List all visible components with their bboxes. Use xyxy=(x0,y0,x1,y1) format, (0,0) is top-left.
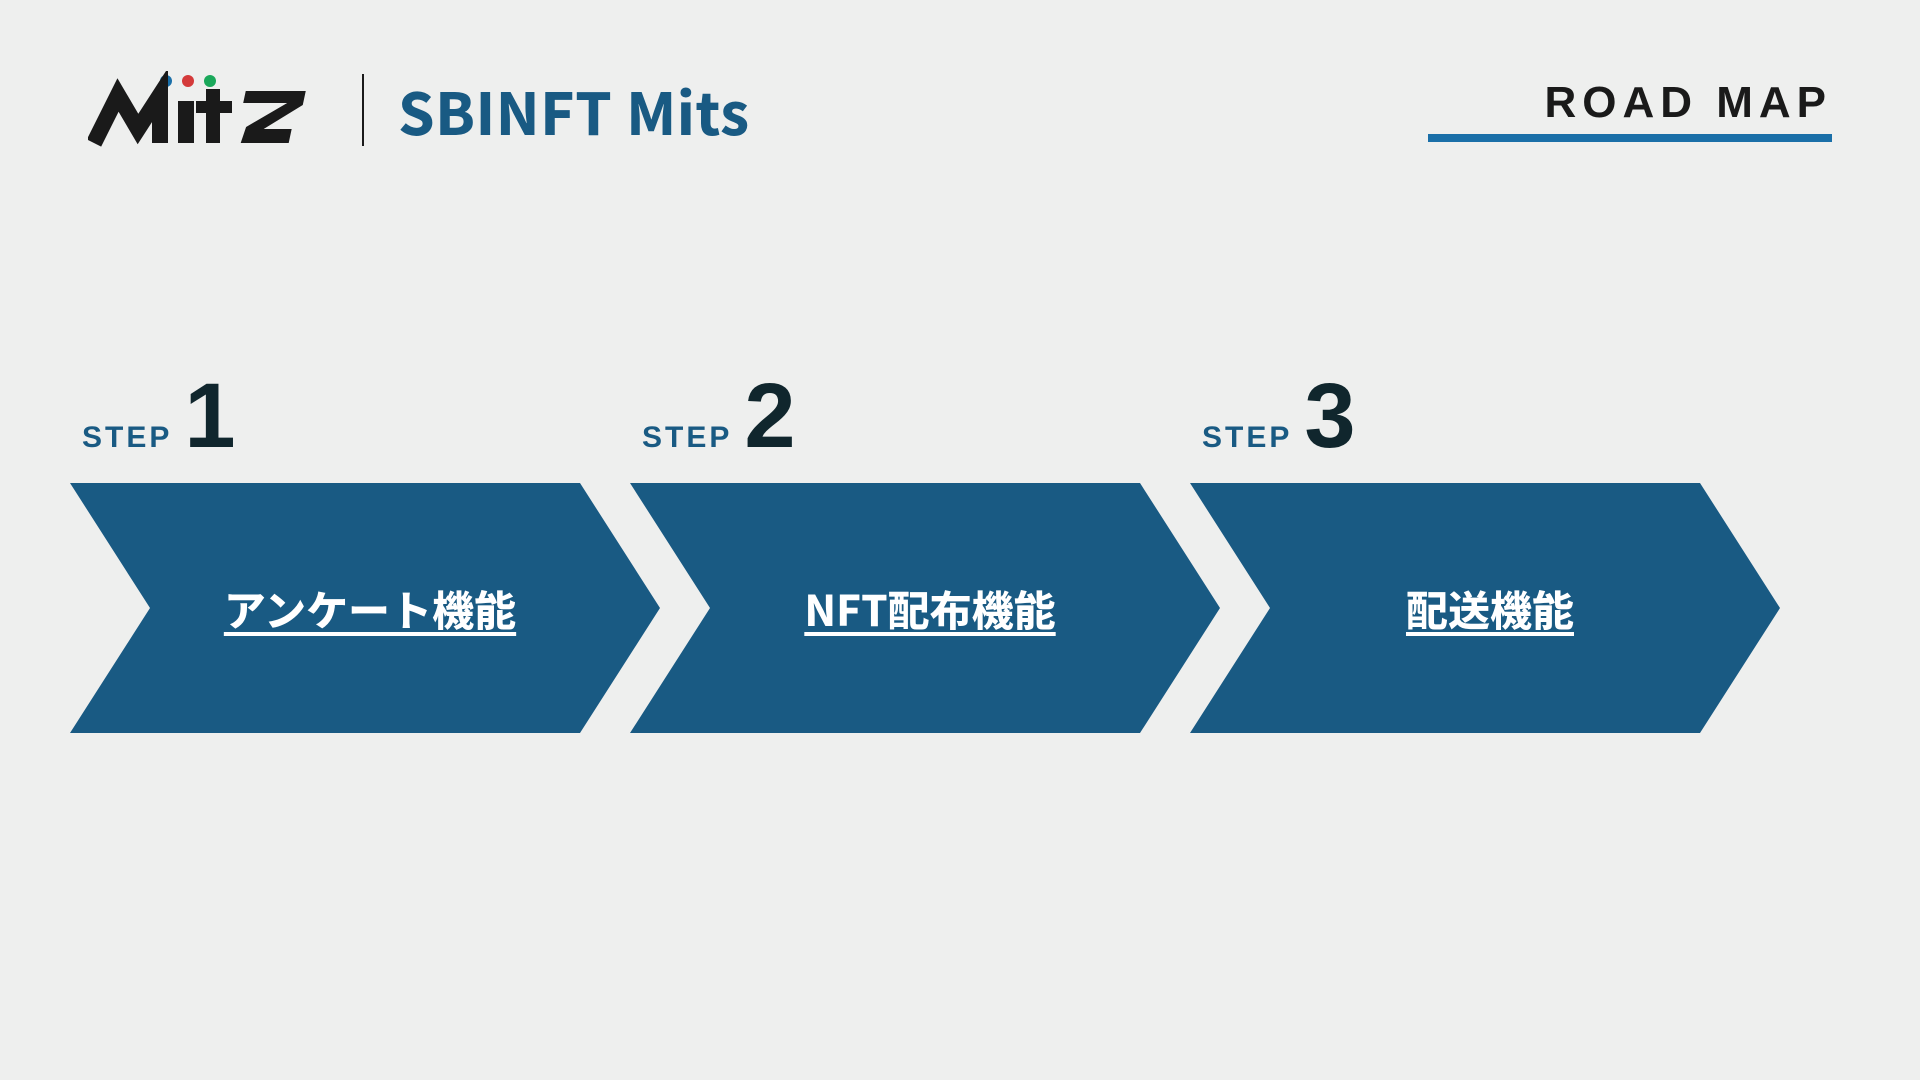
roadmap-label: ROAD MAP xyxy=(1428,78,1832,142)
step-title: アンケート機能 xyxy=(70,483,630,733)
mits-logo xyxy=(88,71,328,149)
step-label: STEP 1 xyxy=(82,380,630,455)
step-title: NFT配布機能 xyxy=(630,483,1190,733)
roadmap-underline xyxy=(1428,134,1832,142)
step-word: STEP xyxy=(1202,421,1292,455)
step-3: STEP 3 配送機能 xyxy=(1190,380,1750,733)
step-number: 1 xyxy=(184,380,231,454)
step-1: STEP 1 アンケート機能 xyxy=(70,380,630,733)
mits-logo-icon xyxy=(88,71,328,149)
step-chevron: アンケート機能 xyxy=(70,483,630,733)
step-label: STEP 3 xyxy=(1202,380,1750,455)
header-divider xyxy=(362,74,364,146)
roadmap-text: ROAD MAP xyxy=(1544,78,1832,128)
step-title: 配送機能 xyxy=(1190,483,1750,733)
step-2: STEP 2 NFT配布機能 xyxy=(630,380,1190,733)
steps-row: STEP 1 アンケート機能 STEP 2 NFT配布機能 STEP 3 xyxy=(70,380,1750,733)
step-number: 2 xyxy=(744,380,791,454)
step-chevron: NFT配布機能 xyxy=(630,483,1190,733)
step-label: STEP 2 xyxy=(642,380,1190,455)
step-chevron: 配送機能 xyxy=(1190,483,1750,733)
header: SBINFT Mits ROAD MAP xyxy=(88,68,1832,152)
step-word: STEP xyxy=(82,421,172,455)
step-number: 3 xyxy=(1304,380,1351,454)
step-word: STEP xyxy=(642,421,732,455)
page-title: SBINFT Mits xyxy=(398,68,750,152)
header-left: SBINFT Mits xyxy=(88,68,750,152)
